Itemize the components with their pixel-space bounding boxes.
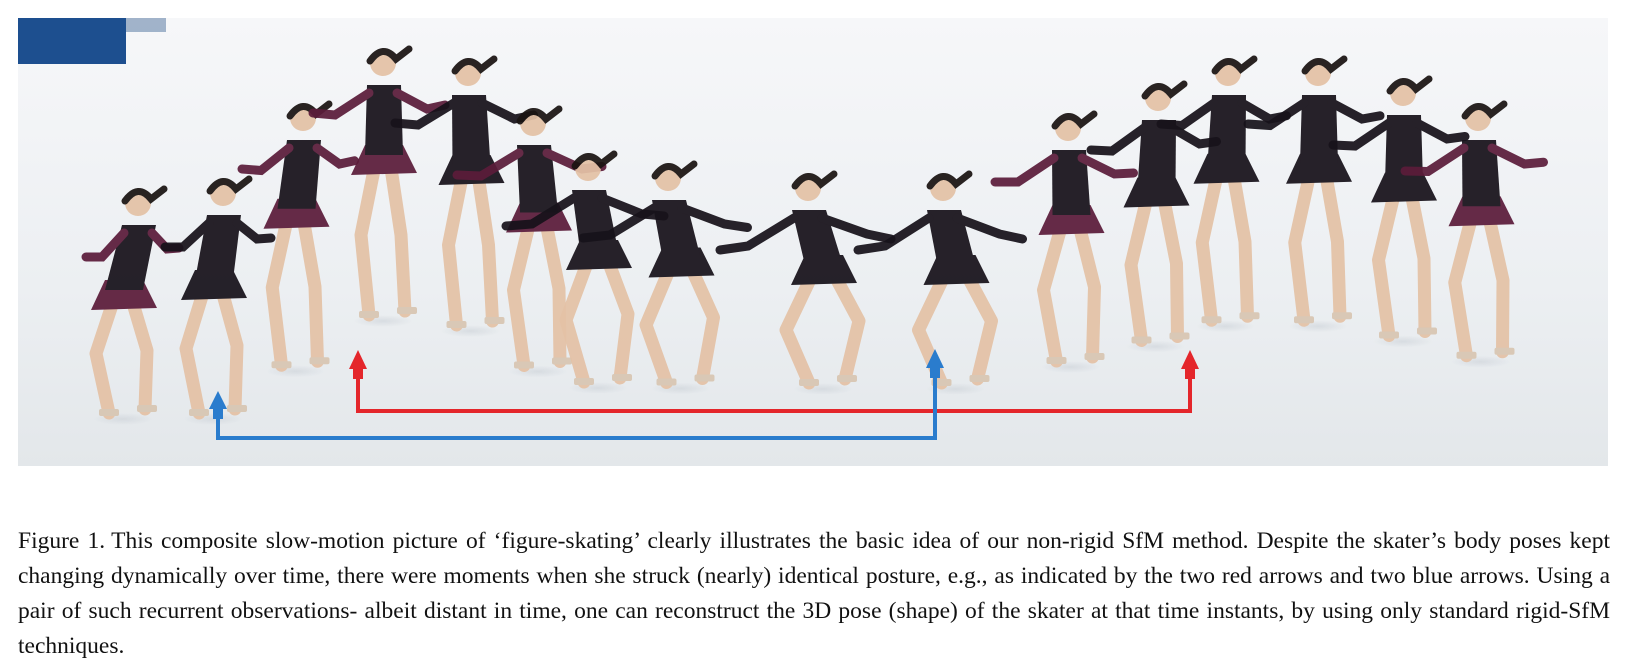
figure-1 [18, 18, 1608, 466]
rink-board [18, 18, 126, 64]
caption-text: This composite slow-motion picture of ‘f… [18, 528, 1610, 659]
figure-skating-composite-photo [18, 18, 1608, 466]
figure-caption: Figure 1. This composite slow-motion pict… [18, 524, 1610, 664]
figure-label: Figure 1. [18, 528, 105, 554]
